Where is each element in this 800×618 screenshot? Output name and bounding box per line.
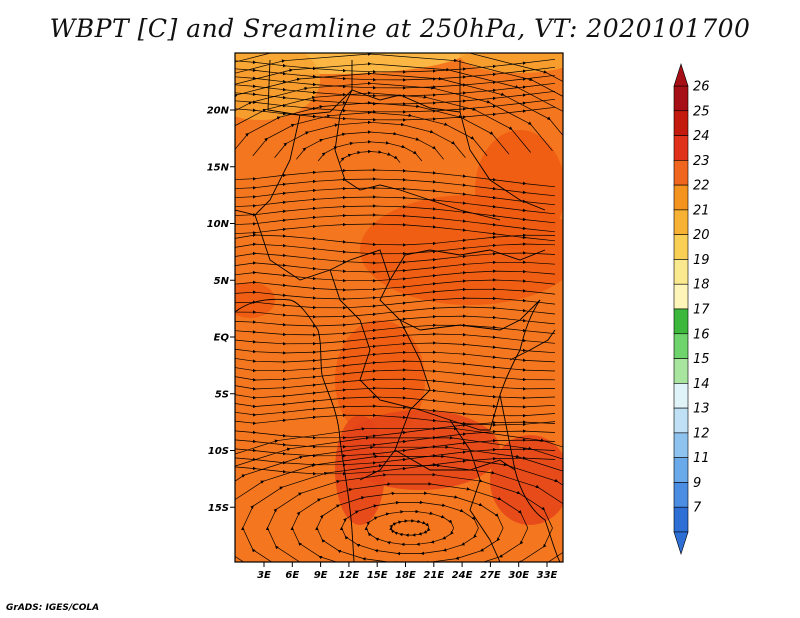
- chart-title: WBPT [C] and Sreamline at 250hPa, VT: 20…: [49, 14, 751, 43]
- lat-tick-label: 20N: [207, 106, 230, 117]
- lon-tick-label: 18E: [395, 570, 416, 581]
- latitude-axis: 20N 15N 10N 5N EQ 5S 10S 15S: [207, 106, 235, 514]
- colorbar-label: 24: [693, 129, 710, 144]
- colorbar-label: 13: [693, 402, 710, 417]
- streamline-south-band: [235, 456, 556, 476]
- lon-tick-label: 21E: [423, 570, 444, 581]
- colorbar-segment: [673, 457, 689, 483]
- colorbar-segment: [673, 234, 689, 260]
- colorbar-segment: [673, 383, 689, 409]
- colorbar-segment: [673, 432, 689, 458]
- lat-tick-label: EQ: [214, 333, 230, 344]
- lon-tick-label: 12E: [339, 570, 360, 581]
- colorbar-label: 7: [693, 501, 702, 516]
- colorbar-label: 17: [693, 303, 710, 318]
- colorbar-label: 22: [693, 179, 710, 194]
- colorbar-label: 12: [693, 426, 710, 441]
- lon-tick-label: 27E: [480, 570, 501, 581]
- colorbar-segment: [673, 482, 689, 508]
- colorbar-segment: [673, 358, 689, 384]
- colorbar-label: 20: [693, 228, 710, 243]
- colorbar-segment: [673, 184, 689, 211]
- colorbar-segment: [673, 110, 689, 136]
- colorbar-segment: [673, 135, 689, 161]
- colorbar-segment: [673, 333, 689, 359]
- lat-tick-label: 5N: [214, 276, 230, 287]
- colorbar-label: 19: [693, 253, 710, 268]
- colorbar-label: 15: [693, 352, 710, 367]
- lat-tick-label: 10S: [208, 446, 229, 457]
- colorbar-segment: [673, 160, 689, 186]
- lon-tick-label: 24E: [452, 570, 473, 581]
- colorbar-label: 16: [693, 327, 710, 342]
- colorbar-label: 9: [693, 476, 701, 491]
- lat-tick-label: 5S: [215, 389, 229, 400]
- colorbar-segment: [673, 283, 689, 310]
- colorbar-bottom-arrow: [673, 531, 689, 555]
- lat-tick-label: 15S: [208, 503, 229, 514]
- longitude-axis: 3E 6E 9E 12E 15E 18E 21E 24E 27E 30E 33E: [257, 562, 558, 581]
- lon-tick-label: 15E: [367, 570, 388, 581]
- streamlines: [235, 53, 563, 562]
- streamline-north-jet: [235, 106, 556, 122]
- map-frame: [234, 52, 564, 563]
- colorbar-segment: [673, 308, 689, 335]
- top-warm-edge-light: [235, 53, 468, 74]
- colorbar-segment: [673, 85, 689, 112]
- credit-text: GrADS: IGES/COLA: [6, 603, 100, 613]
- colorbar-label: 21: [693, 203, 710, 218]
- colorbar-segment: [673, 506, 689, 533]
- lon-tick-label: 33E: [537, 570, 558, 581]
- colorbar: 26 25 24 23 22 21 20 19 18 17 16 15 14 13 12 11 9 7: [673, 63, 710, 555]
- colorbar-segment: [673, 407, 689, 434]
- colorbar-label: 18: [693, 278, 710, 293]
- east-warm-region: [475, 130, 563, 250]
- lat-tick-label: 15N: [207, 162, 230, 173]
- streamline-tropical: [235, 296, 556, 310]
- colorbar-label: 26: [693, 80, 710, 95]
- lat-tick-label: 10N: [207, 219, 230, 230]
- colorbar-segment: [673, 259, 689, 285]
- streamline-tropical: [235, 287, 556, 301]
- lon-tick-label: 6E: [285, 570, 299, 581]
- colorbar-label: 11: [693, 451, 710, 466]
- lon-tick-label: 3E: [257, 570, 271, 581]
- streamline-north-mid: [235, 222, 556, 242]
- colorbar-label: 23: [693, 154, 710, 169]
- colorbar-label: 14: [693, 377, 710, 392]
- colorbar-segment: [673, 209, 689, 235]
- lon-tick-label: 30E: [508, 570, 529, 581]
- lon-tick-label: 9E: [314, 570, 328, 581]
- colorbar-label: 25: [693, 104, 710, 119]
- colorbar-top-arrow: [673, 63, 689, 87]
